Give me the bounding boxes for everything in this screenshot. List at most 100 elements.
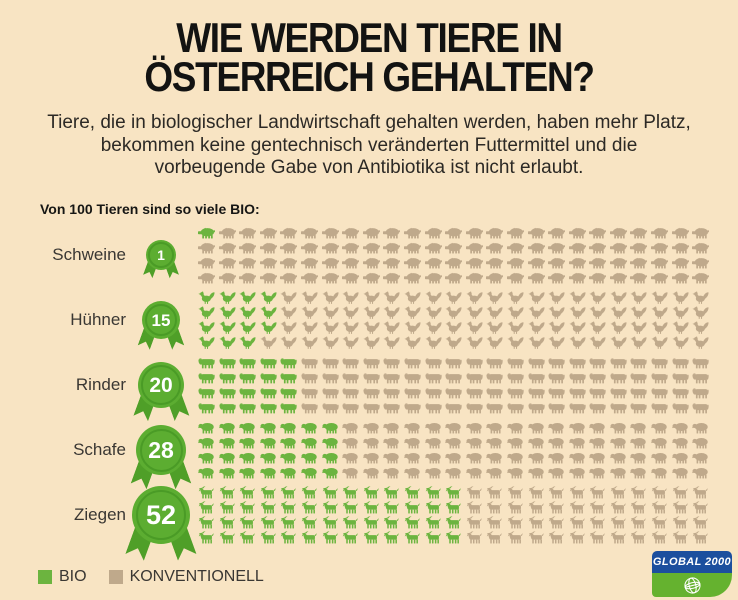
subtitle-line-3: vorbeugende Gabe von Antibiotika ist nic… <box>154 157 584 178</box>
goat-icon <box>322 486 338 499</box>
sheep-icon <box>465 422 482 434</box>
pig-icon <box>568 242 586 254</box>
goat-icon <box>198 501 214 514</box>
goat-icon <box>198 531 214 544</box>
chicken-icon <box>424 306 442 319</box>
cow-icon <box>589 403 606 414</box>
sheep-icon <box>630 467 647 479</box>
sheep-icon <box>362 467 379 479</box>
sheep-icon <box>280 467 297 479</box>
chicken-icon <box>466 321 483 334</box>
chicken-icon <box>239 336 256 349</box>
goat-icon <box>281 516 297 529</box>
pig-icon <box>671 257 689 269</box>
chicken-icon <box>239 291 256 304</box>
chicken-icon <box>383 291 400 304</box>
goat-icon <box>322 531 338 544</box>
goat-icon <box>528 516 544 529</box>
chicken-icon <box>404 321 421 334</box>
bio-value-badge: 20 <box>138 362 184 408</box>
cow-icon <box>610 373 627 384</box>
sheep-icon <box>609 422 626 434</box>
chicken-icon <box>651 321 668 334</box>
sheep-icon <box>321 437 338 449</box>
pig-icon <box>548 272 566 284</box>
chicken-icon <box>692 306 709 319</box>
pig-icon <box>239 242 257 254</box>
chicken-icon <box>630 306 647 319</box>
goat-icon <box>528 531 544 544</box>
pig-icon <box>609 227 627 239</box>
sheep-icon <box>692 467 708 479</box>
sheep-icon <box>424 467 441 479</box>
goat-icon <box>569 531 585 544</box>
cow-icon <box>383 373 400 384</box>
sheep-icon <box>465 452 482 464</box>
pig-icon <box>259 257 277 269</box>
goat-icon <box>487 486 503 499</box>
cow-icon <box>527 388 545 399</box>
chicken-icon <box>363 306 380 319</box>
sheep-icon <box>548 437 564 449</box>
goat-icon <box>693 531 709 544</box>
sheep-icon <box>198 422 214 434</box>
cow-icon <box>239 358 256 369</box>
chicken-icon <box>198 336 215 349</box>
sheep-icon <box>404 422 420 434</box>
sheep-icon <box>383 467 400 479</box>
sheep-icon <box>527 452 544 464</box>
cow-icon <box>548 403 565 414</box>
page-title: WIE WERDEN TIERE IN ÖSTERREICH GEHALTEN? <box>44 14 693 98</box>
bio-value-badge: 15 <box>142 301 180 339</box>
goat-icon <box>672 531 688 544</box>
goat-icon <box>342 486 359 499</box>
goat-icon <box>322 516 338 529</box>
chicken-icon <box>589 336 606 349</box>
cow-icon <box>651 373 668 384</box>
sheep-icon <box>259 422 276 434</box>
subtitle-line-1: Tiere, die in biologischer Landwirtschaf… <box>47 112 691 133</box>
sheep-icon <box>671 467 688 479</box>
pig-icon <box>486 257 504 269</box>
sheep-icon <box>362 437 379 449</box>
goat-icon <box>198 516 214 529</box>
goat-icon <box>281 531 297 544</box>
cow-icon <box>466 388 483 399</box>
chicken-icon <box>527 321 545 334</box>
sheep-icon <box>218 467 235 479</box>
pig-icon <box>403 242 421 254</box>
cow-icon <box>589 358 606 369</box>
goat-icon <box>569 516 585 529</box>
chicken-icon <box>198 306 215 319</box>
sheep-icon <box>465 437 482 449</box>
pig-icon <box>445 227 463 239</box>
goat-icon <box>466 486 482 499</box>
goat-icon <box>239 516 256 529</box>
title-line-1: WIE WERDEN TIERE IN <box>176 14 563 61</box>
pig-icon <box>589 272 607 284</box>
pictogram-grid <box>198 421 709 479</box>
subtitle-line-2: bekommen keine gentechnisch veränderten … <box>100 134 638 156</box>
cow-icon <box>363 403 380 414</box>
pig-icon <box>692 227 710 239</box>
cow-icon <box>198 373 215 384</box>
sheep-icon <box>609 437 626 449</box>
cow-icon <box>672 388 689 399</box>
sheep-icon <box>259 452 276 464</box>
sheep-icon <box>651 437 667 449</box>
chicken-icon <box>342 291 359 304</box>
pig-icon <box>321 242 339 254</box>
pig-icon <box>651 227 669 239</box>
konventionell-swatch <box>108 570 123 584</box>
sheep-icon <box>321 467 338 479</box>
chicken-icon <box>548 306 565 319</box>
pig-icon <box>239 257 257 269</box>
chicken-icon <box>589 321 606 334</box>
goat-icon <box>363 486 379 499</box>
chart-row-ziegen: Ziegen 52 <box>40 486 709 544</box>
chicken-icon <box>569 306 586 319</box>
sheep-icon <box>424 452 441 464</box>
chicken-icon <box>280 321 297 334</box>
cow-icon <box>486 403 503 414</box>
chicken-icon <box>651 336 668 349</box>
